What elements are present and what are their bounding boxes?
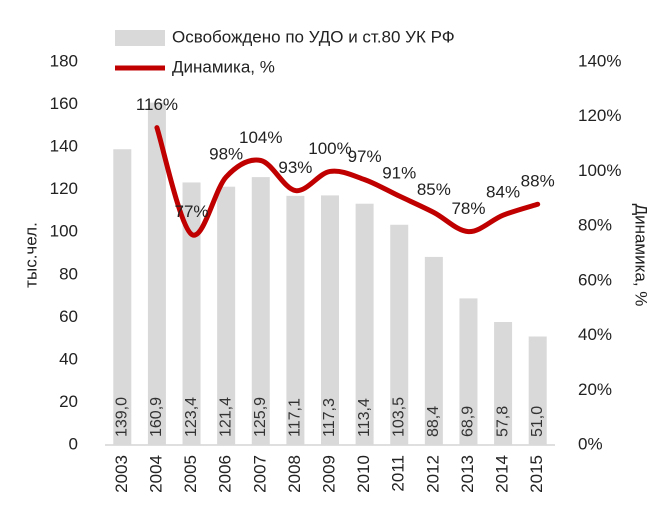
bar-value-label: 123,4 (183, 397, 200, 437)
y2-tick-label: 100% (578, 161, 621, 180)
bar-value-label: 139,0 (114, 397, 131, 437)
y-tick-label: 0 (69, 434, 78, 453)
y2-axis-title: Динамика, % (632, 204, 651, 307)
bar-value-label: 121,4 (217, 397, 234, 437)
bar-value-label: 57,8 (494, 406, 511, 437)
legend-swatch (115, 30, 165, 46)
bar-value-label: 117,1 (287, 398, 304, 437)
x-tick-label: 2011 (389, 455, 408, 492)
y-tick-label: 60 (59, 307, 78, 326)
bar-value-label: 125,9 (252, 397, 269, 437)
y2-tick-label: 80% (578, 216, 612, 235)
y2-tick-label: 40% (578, 325, 612, 344)
bar (390, 224, 409, 445)
line-value-label: 85% (417, 180, 451, 199)
bar (286, 195, 305, 445)
x-tick-label: 2009 (319, 455, 338, 493)
x-tick-label: 2012 (423, 455, 442, 493)
bar-value-label: 103,5 (390, 397, 407, 437)
y2-tick-label: 140% (578, 51, 621, 70)
y-axis-title: тыс.чел. (21, 222, 40, 288)
bar (182, 182, 201, 445)
x-tick-label: 2003 (112, 455, 131, 493)
bar-value-label: 113,4 (356, 398, 373, 437)
x-tick-label: 2007 (250, 455, 269, 493)
y-tick-label: 180 (50, 51, 78, 70)
y2-tick-label: 60% (578, 270, 612, 289)
bar-value-label: 68,9 (460, 406, 477, 437)
line-value-label: 93% (278, 158, 312, 177)
y2-tick-label: 20% (578, 380, 612, 399)
y2-tick-label: 0% (578, 434, 603, 453)
x-tick-label: 2014 (493, 455, 512, 493)
x-tick-label: 2005 (181, 455, 200, 493)
y-tick-label: 80 (59, 264, 78, 283)
bar (217, 186, 236, 445)
line-value-label: 78% (451, 199, 485, 218)
line (154, 125, 541, 238)
y-tick-label: 120 (50, 179, 78, 198)
x-tick-label: 2004 (146, 455, 165, 493)
y-tick-label: 20 (59, 392, 78, 411)
legend-label: Освобождено по УДО и ст.80 УК РФ (172, 27, 455, 46)
line-value-label: 97% (348, 147, 382, 166)
y-tick-label: 140 (50, 137, 78, 156)
line-value-label: 116% (136, 95, 178, 114)
bar (494, 322, 513, 445)
x-tick-label: 2008 (285, 455, 304, 493)
y-tick-label: 100 (50, 222, 78, 241)
bar (355, 203, 374, 445)
bar (251, 177, 270, 445)
bar-value-label: 88,4 (425, 406, 442, 437)
y-tick-label: 40 (59, 349, 78, 368)
legend-label: Динамика, % (172, 57, 275, 76)
line-value-label: 84% (486, 183, 520, 202)
bar (113, 149, 132, 445)
x-tick-label: 2013 (458, 455, 477, 493)
bar (321, 195, 339, 445)
x-tick-label: 2015 (527, 455, 546, 493)
bar (424, 256, 443, 445)
bar-value-label: 51,0 (529, 406, 546, 437)
bar (459, 298, 478, 445)
line-value-label: 98% (209, 144, 243, 163)
line-value-label: 77% (175, 202, 209, 221)
line-value-label: 104% (239, 128, 282, 147)
x-tick-label: 2010 (354, 455, 373, 493)
y-tick-label: 160 (50, 94, 78, 113)
x-tick-label: 2006 (216, 455, 235, 493)
y2-tick-label: 120% (578, 106, 621, 125)
line-value-label: 88% (521, 172, 555, 191)
line-value-label: 91% (382, 164, 416, 183)
line-value-label: 100% (308, 139, 351, 158)
bar (528, 336, 547, 445)
bar-value-label: 160,9 (148, 397, 165, 437)
bar-value-label: 117,3 (321, 398, 338, 437)
bar (147, 102, 166, 445)
